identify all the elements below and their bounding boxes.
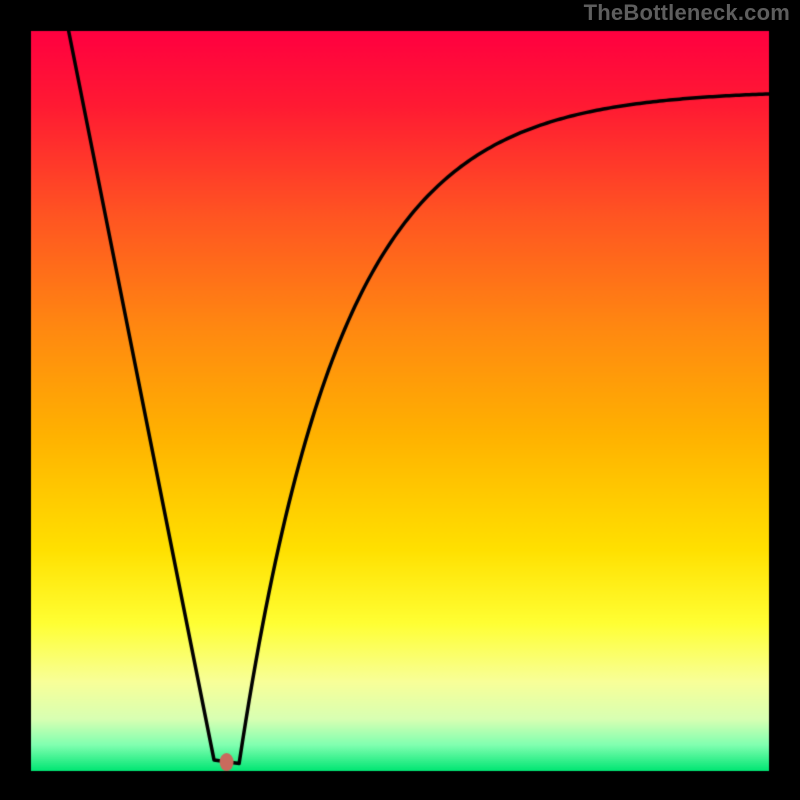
attribution-watermark: TheBottleneck.com <box>584 0 790 26</box>
bottleneck-chart-canvas <box>0 0 800 800</box>
